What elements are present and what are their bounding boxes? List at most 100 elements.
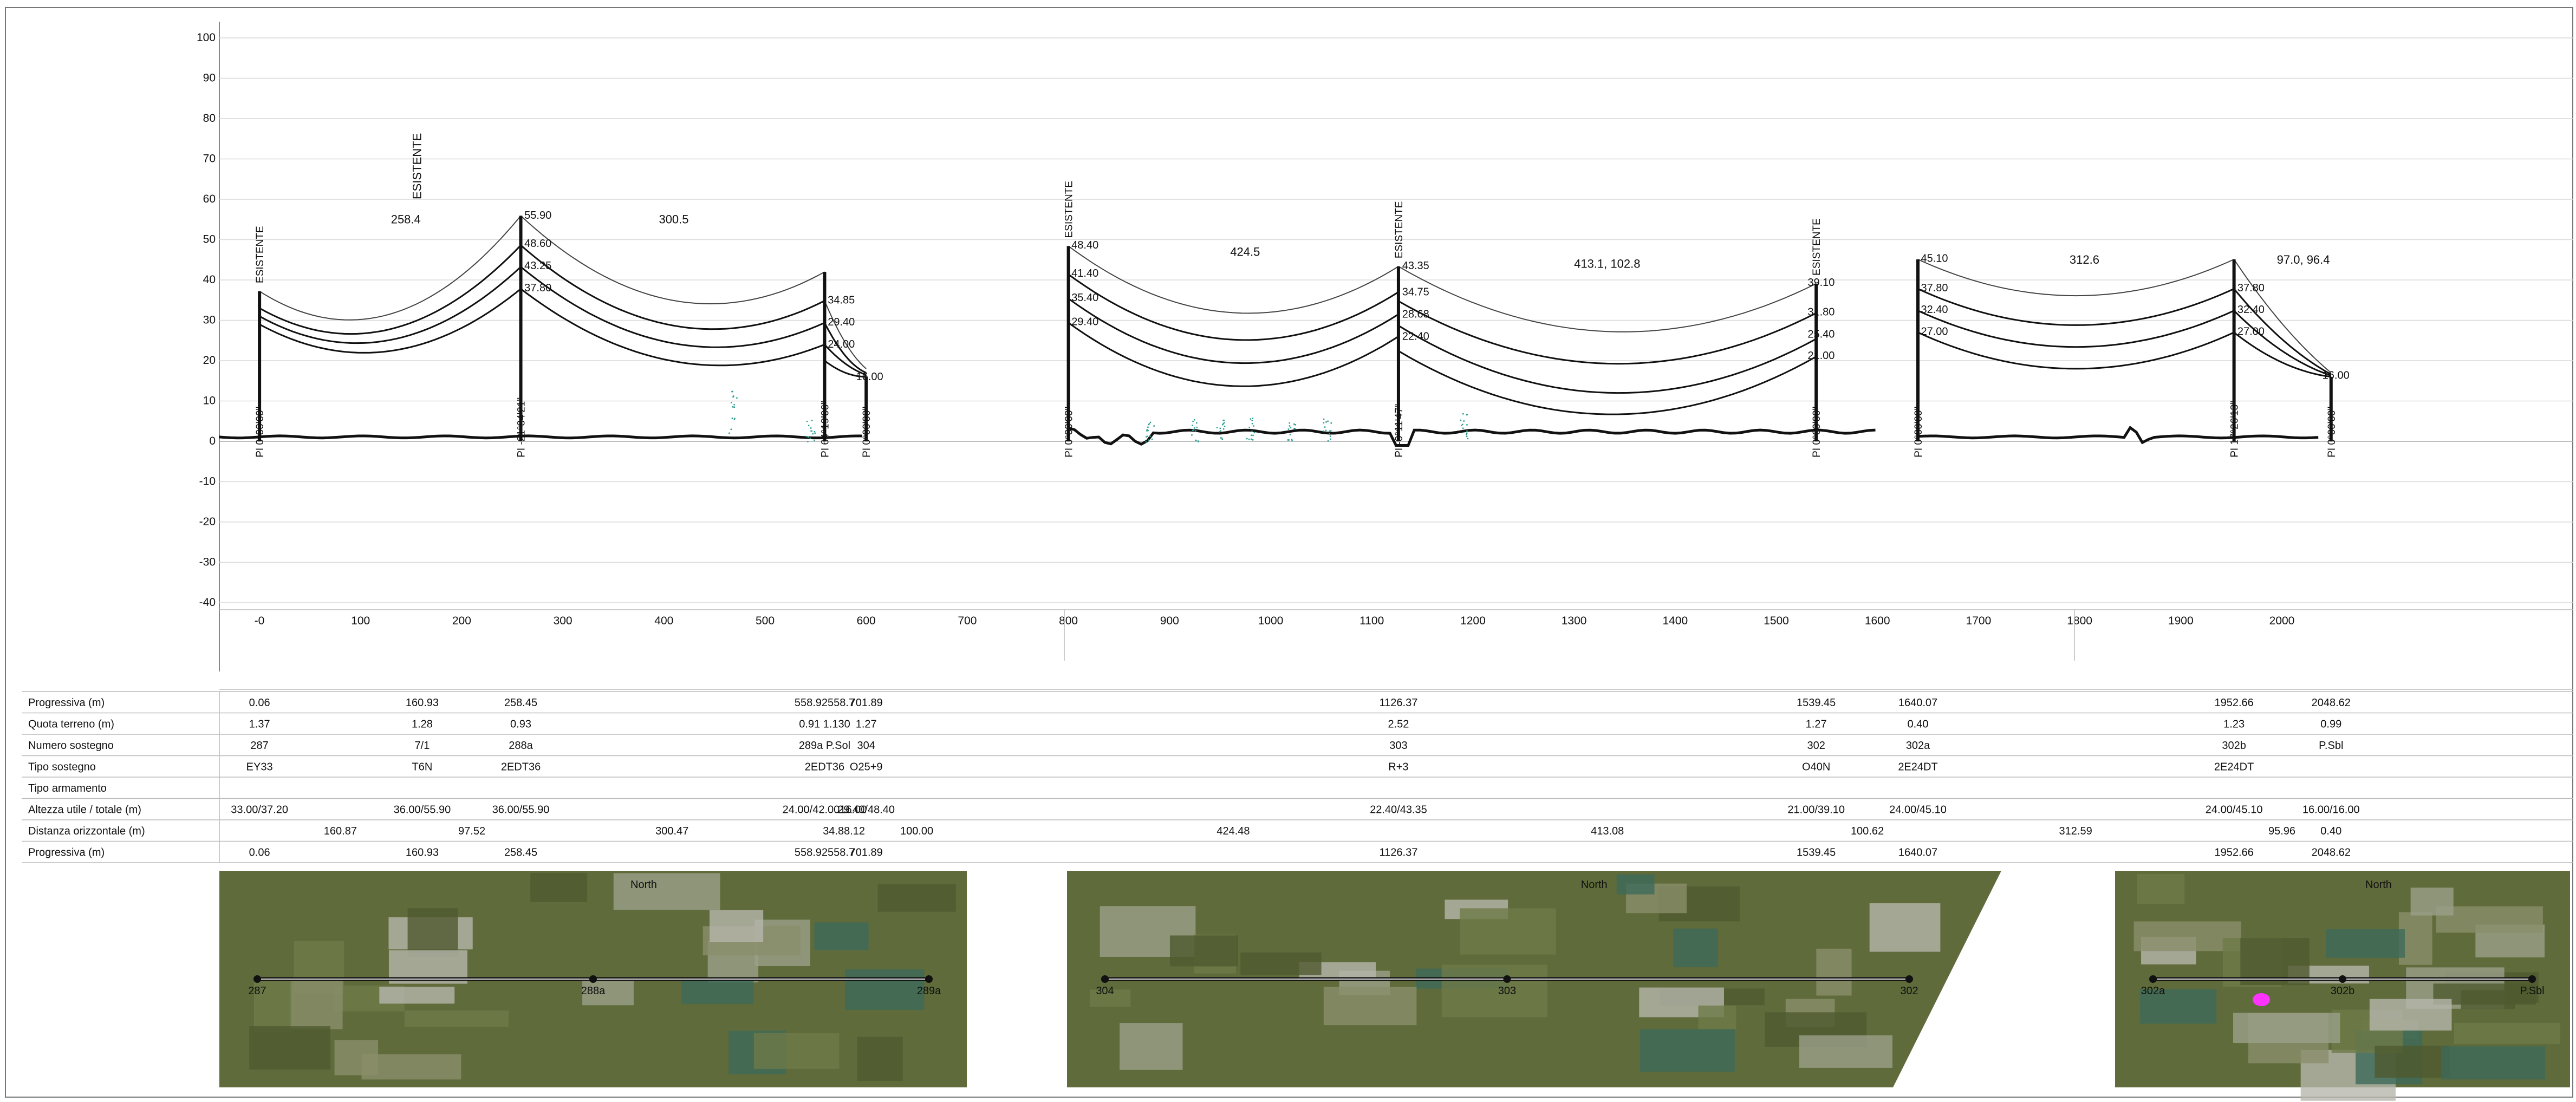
- terrain-patch: [1240, 953, 1321, 975]
- terrain-patch: [2137, 874, 2185, 904]
- table-cell: 302a: [1906, 740, 1930, 752]
- vegetation-speck: [1293, 423, 1295, 425]
- table-cell: 29.40/48.40: [837, 804, 895, 816]
- table-cell: 0.06: [249, 847, 270, 859]
- vegetation-speck: [1251, 434, 1252, 436]
- vegetation-speck: [808, 436, 809, 438]
- vegetation-speck: [1251, 420, 1253, 421]
- conductor-wire: [2234, 259, 2331, 373]
- support-angle-label: PI 0°00'00": [1064, 407, 1075, 458]
- terrain-patch: [2375, 1046, 2450, 1078]
- vegetation-speck: [1195, 430, 1196, 432]
- distance-tick-label: 900: [1160, 615, 1179, 627]
- vegetation-speck: [807, 441, 809, 442]
- vegetation-speck: [1460, 420, 1462, 421]
- vegetation-speck: [1222, 439, 1224, 440]
- vegetation-speck: [1152, 439, 1153, 440]
- vegetation-speck: [1288, 428, 1290, 430]
- elevation-tick-label: -20: [199, 516, 216, 528]
- table-cell: T6N: [412, 761, 433, 773]
- vegetation-speck: [1192, 425, 1193, 426]
- table-cell: 558.92558.7: [795, 697, 855, 709]
- elevation-tick-label: -40: [199, 596, 216, 609]
- table-cell: 1126.37: [1380, 847, 1418, 859]
- wire-height-label: 39.10: [1807, 277, 1835, 289]
- wire-height-label: 29.40: [828, 316, 855, 328]
- table-cell: O25+9: [850, 761, 883, 773]
- wire-height-label: 37.80: [2237, 282, 2265, 294]
- table-cell: 2EDT36: [501, 761, 541, 773]
- distance-tick-label: 600: [857, 615, 876, 627]
- vegetation-speck: [1149, 435, 1151, 437]
- terrain-patch: [335, 1040, 379, 1075]
- vegetation-speck: [1289, 425, 1291, 427]
- support-status-label: ESISTENTE: [1394, 201, 1405, 259]
- vegetation-speck: [1198, 441, 1199, 442]
- vegetation-speck: [731, 402, 732, 403]
- support-marker: [253, 975, 261, 983]
- vegetation-speck: [806, 436, 808, 438]
- support-marker: [1504, 975, 1511, 983]
- vegetation-speck: [1329, 433, 1330, 435]
- table-cell: 287: [250, 740, 268, 752]
- elevation-axis-labels: 1009080706050403020100-10-20-30-40: [197, 31, 216, 609]
- table-row-label: Quota terreno (m): [28, 719, 114, 731]
- elevation-tick-label: -30: [199, 556, 216, 569]
- map-support-label: 302a: [2141, 985, 2165, 997]
- vegetation-speck: [1196, 427, 1198, 428]
- vegetation-speck: [1147, 427, 1149, 428]
- distance-tick-label: 1500: [1764, 615, 1789, 627]
- vegetation-speck: [1192, 421, 1194, 422]
- terrain-patch: [1324, 987, 1417, 1025]
- table-cell: 0.91 1.130: [799, 719, 850, 731]
- wire-height-label: 16.00: [2323, 370, 2350, 382]
- vegetation-speck: [1324, 426, 1326, 428]
- table-row-label: Distanza orizzontale (m): [28, 825, 145, 837]
- table-cell: 1640.07: [1898, 847, 1937, 859]
- table-cell: 160.87: [324, 825, 357, 837]
- wire-height-label: 37.80: [1921, 282, 1948, 294]
- table-cell: 312.59: [2059, 825, 2092, 837]
- vegetation-speck: [1462, 424, 1463, 426]
- map-support-label: 287: [248, 985, 266, 997]
- vegetation-speck: [1150, 422, 1152, 423]
- support-marker: [1101, 975, 1109, 983]
- terrain-patch: [408, 908, 458, 957]
- vegetation-speck: [1224, 426, 1226, 427]
- table-cell: 558.92558.7: [795, 847, 855, 859]
- elevation-tick-label: 20: [203, 354, 216, 367]
- span-annotation: 97.0, 96.4: [2277, 253, 2330, 266]
- table-cell: 1640.07: [1898, 697, 1937, 709]
- support-angle-label: PI 0°00'00": [861, 407, 873, 458]
- vegetation-speck: [1195, 440, 1196, 441]
- terrain-patch: [681, 979, 753, 1003]
- support-angle-label: PI 64°19'06": [819, 401, 831, 458]
- map-support-label: 302: [1900, 985, 1918, 997]
- distance-tick-label: 400: [654, 615, 673, 627]
- terrain-patch: [845, 969, 924, 1010]
- wire-height-label: 16.00: [856, 371, 883, 383]
- vegetation-speck: [1194, 427, 1195, 429]
- vegetation-speck: [1252, 418, 1254, 419]
- vegetation-speck: [1287, 439, 1289, 441]
- vegetation-speck: [814, 440, 815, 441]
- conductor-wire: [1398, 266, 1816, 332]
- wire-height-label: 27.00: [2237, 325, 2265, 337]
- table-cell: 95.96: [2268, 825, 2295, 837]
- terrain-patch: [1799, 1035, 1892, 1068]
- vegetation-speck: [1330, 430, 1332, 432]
- vegetation-speck: [810, 431, 812, 432]
- terrain-patch: [1170, 935, 1238, 966]
- vegetation-speck: [1290, 427, 1292, 429]
- wire-height-label: 34.85: [828, 294, 855, 306]
- table-cell: 21.00/39.10: [1787, 804, 1845, 816]
- support-marker: [925, 975, 933, 983]
- table-cell: 2048.62: [2312, 697, 2351, 709]
- map-support-label: 302b: [2331, 985, 2355, 997]
- aerial-map-2: 304 303 302 North: [1067, 871, 2001, 1087]
- vegetation-speck: [1331, 422, 1332, 424]
- map-support-label: 304: [1096, 985, 1114, 997]
- terrain-line: [1069, 428, 1876, 446]
- vegetation-speck: [1325, 430, 1327, 432]
- table-cell: 36.00/55.90: [492, 804, 550, 816]
